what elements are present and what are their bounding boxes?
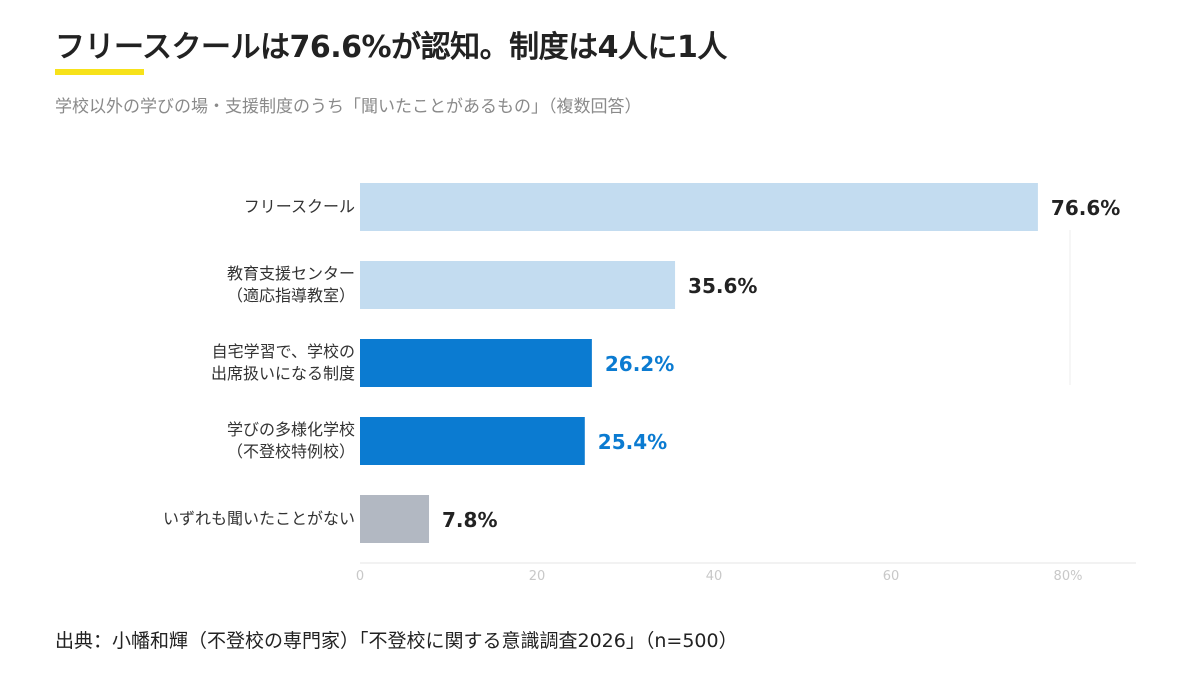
chart-title: フリースクールは76.6%が認知。制度は4人に1人 bbox=[55, 30, 727, 65]
data-label: 26.2% bbox=[605, 352, 674, 376]
category-label: いずれも聞いたことがない bbox=[35, 508, 355, 530]
category-label-line: 出席扱いになる制度 bbox=[210, 364, 355, 383]
category-label-line: フリースクール bbox=[243, 197, 355, 216]
x-tick-label: 40 bbox=[706, 569, 723, 584]
x-tick-label: 20 bbox=[529, 569, 546, 584]
category-label-line: 学びの多様化学校 bbox=[226, 420, 355, 439]
category-label: 学びの多様化学校 （不登校特例校） bbox=[35, 419, 355, 463]
bar bbox=[360, 183, 1038, 231]
data-label: 7.8% bbox=[442, 508, 497, 532]
category-label: 自宅学習で、学校の 出席扱いになる制度 bbox=[35, 341, 355, 385]
title-accent-underline bbox=[55, 69, 144, 75]
data-label: 25.4% bbox=[598, 430, 667, 454]
category-label: 教育支援センター （適応指導教室） bbox=[35, 263, 355, 307]
category-label: フリースクール bbox=[35, 196, 355, 218]
bar bbox=[360, 495, 430, 543]
bar bbox=[360, 261, 676, 309]
category-label-line: （不登校特例校） bbox=[226, 442, 355, 461]
data-label: 76.6% bbox=[1051, 196, 1120, 220]
category-label-line: 自宅学習で、学校の bbox=[211, 342, 355, 361]
chart-subtitle: 学校以外の学びの場・支援制度のうち「聞いたことがあるもの」（複数回答） bbox=[55, 97, 642, 117]
data-label: 35.6% bbox=[688, 274, 757, 298]
source-note: 出典：小幡和輝（不登校の専門家）「不登校に関する意識調査2026」（n=500） bbox=[55, 630, 738, 652]
category-label-line: 教育支援センター bbox=[226, 264, 355, 283]
bar bbox=[360, 417, 585, 465]
x-tick-label: 60 bbox=[883, 569, 900, 584]
x-tick-label: 80% bbox=[1054, 569, 1083, 584]
category-label-line: いずれも聞いたことがない bbox=[162, 509, 355, 528]
x-tick-label: 0 bbox=[356, 569, 364, 584]
bar bbox=[360, 339, 592, 387]
category-label-line: （適応指導教室） bbox=[226, 286, 355, 305]
